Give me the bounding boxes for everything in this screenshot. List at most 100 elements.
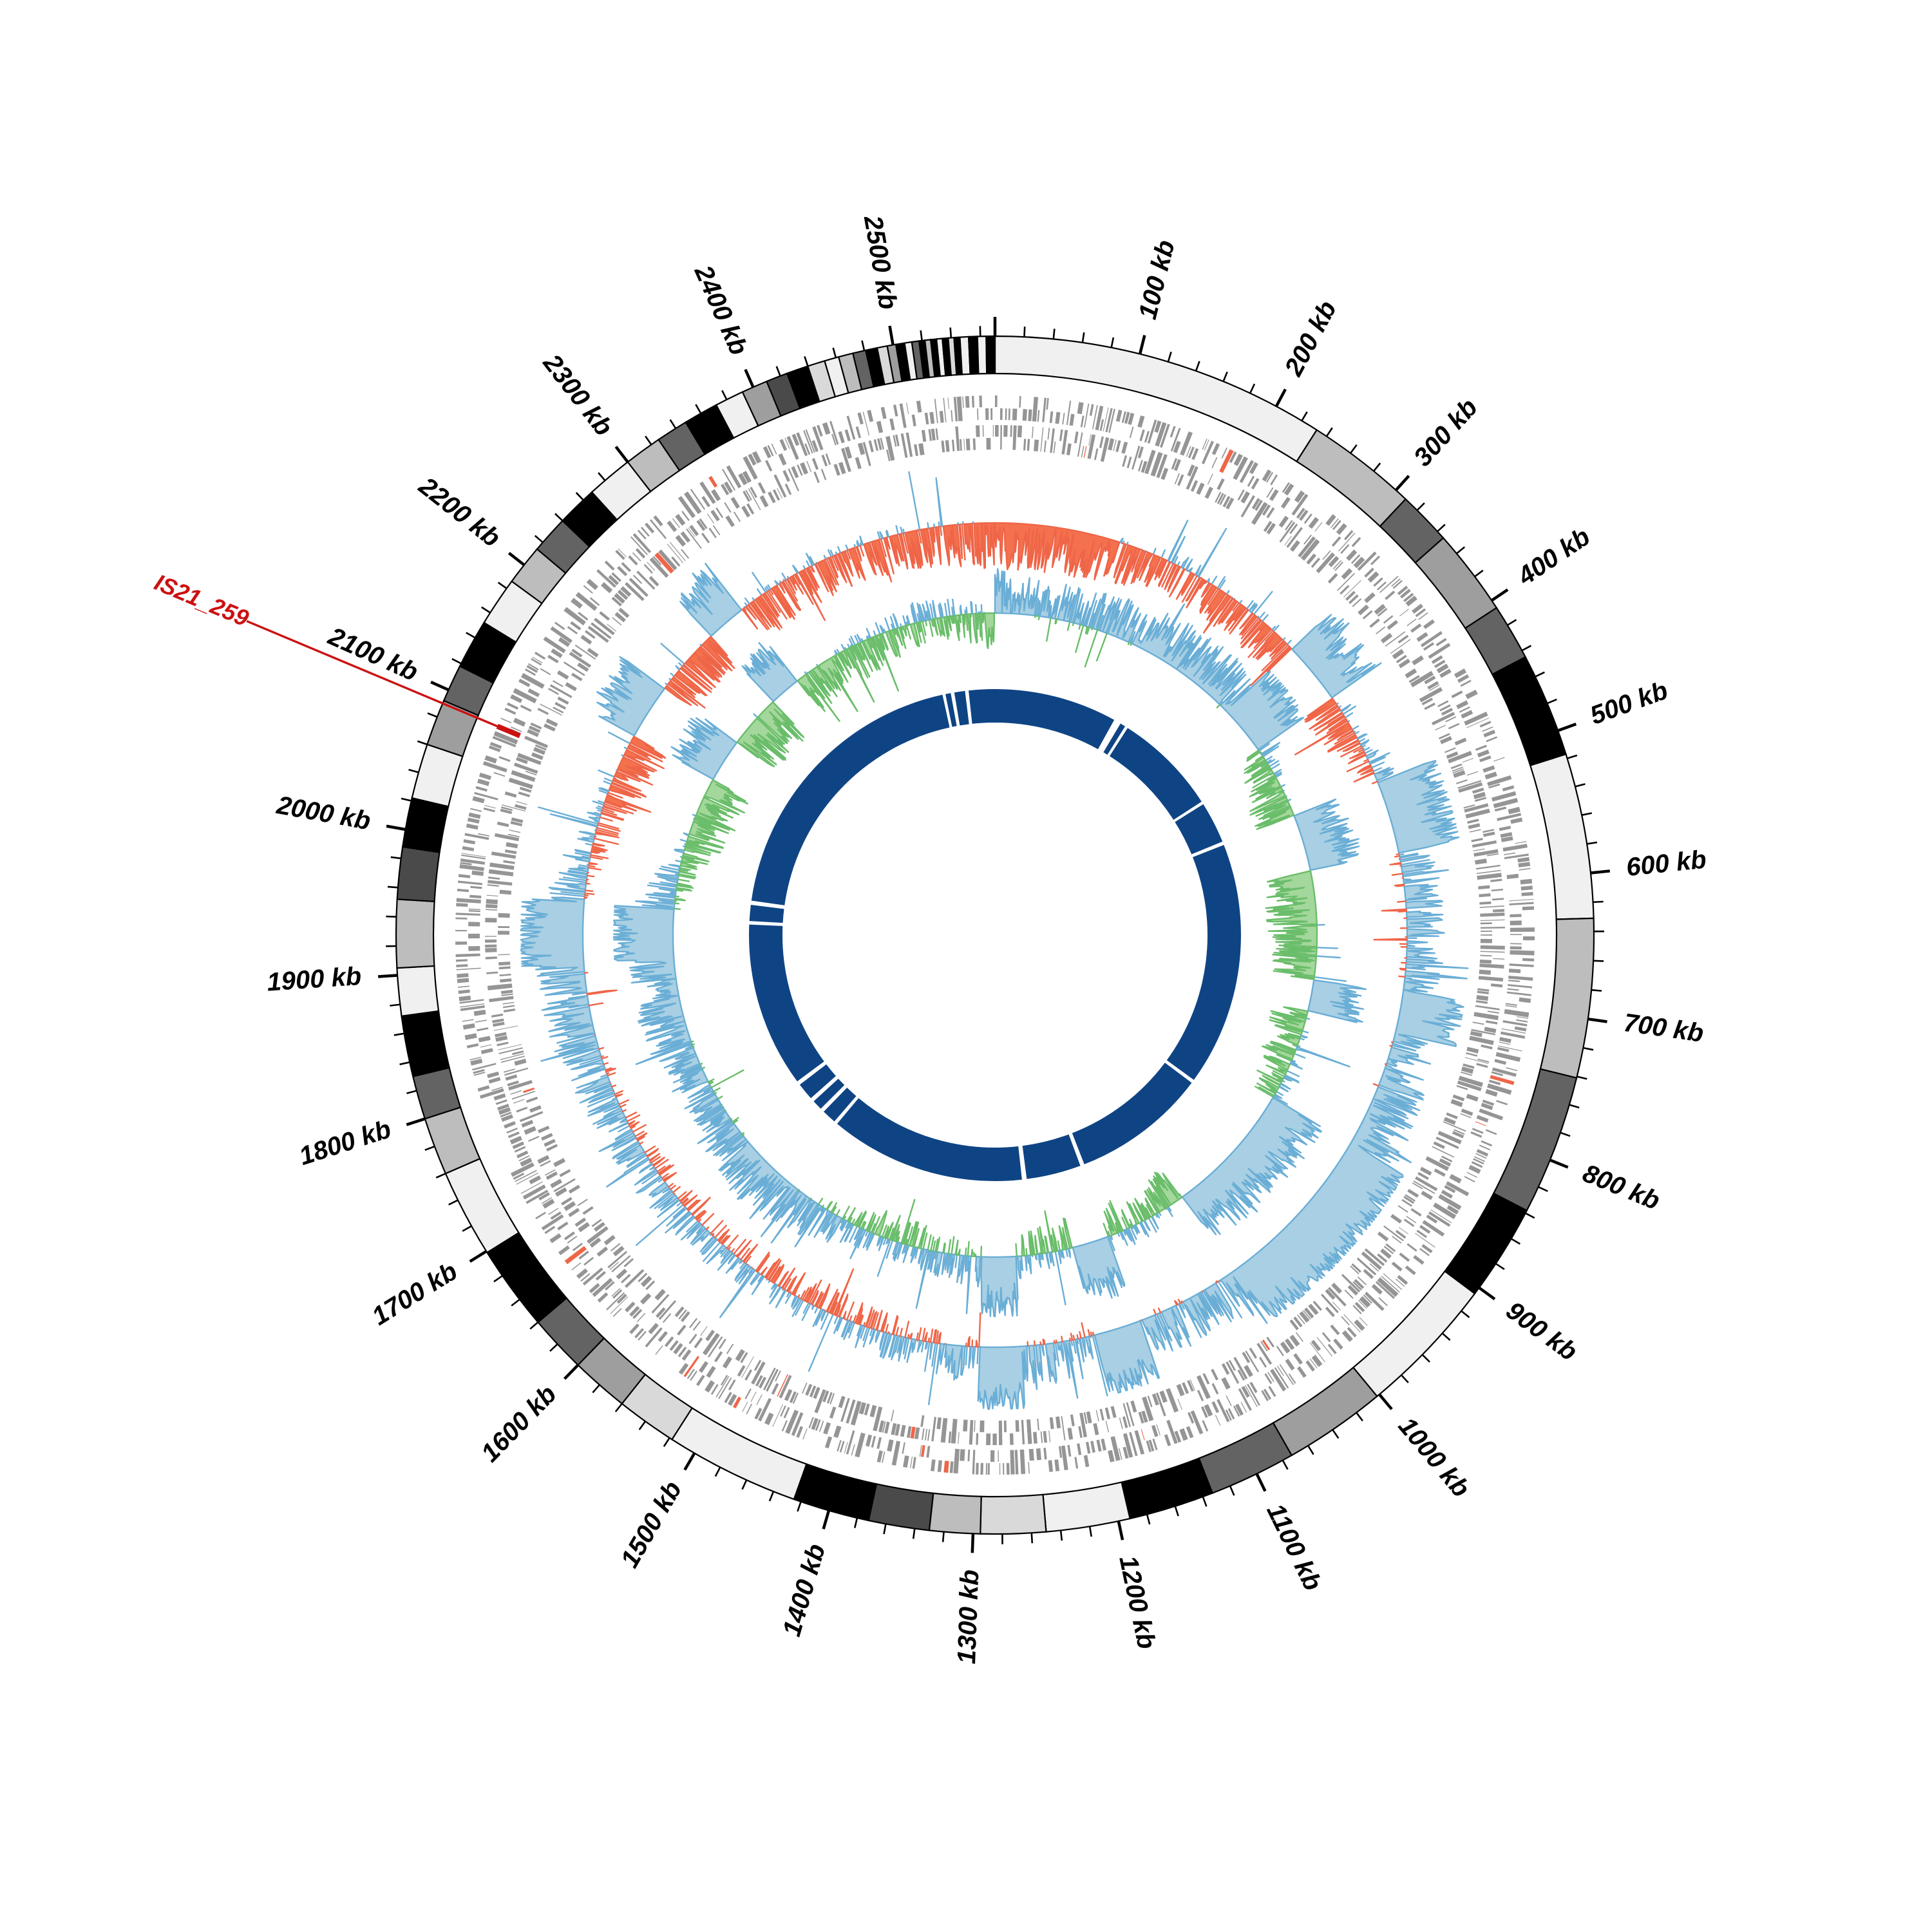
deviation-segment [786,1291,791,1298]
cds-feature [1515,841,1527,844]
cds-feature [606,1292,625,1311]
cds-feature [1010,425,1012,437]
deviation-segment [792,564,799,574]
cds-feature [493,1093,506,1101]
deviation-segment [1158,561,1171,587]
deviation-segment [880,1312,888,1333]
cds-feature [1473,1156,1486,1162]
cds-feature [574,645,596,660]
cds-feature [965,439,971,451]
cds-feature [1104,1407,1111,1419]
axis-minor-tick [1416,502,1425,511]
cds-feature [1217,478,1225,490]
cds-feature [878,1420,885,1433]
deviation-segment [941,1252,949,1275]
cds-feature [1032,426,1034,439]
cds-feature [629,578,649,597]
cds-feature [677,496,696,518]
cds-feature [554,1187,567,1197]
deviation-segment [690,1040,694,1043]
cds-feature [1242,1352,1251,1363]
cds-feature [623,1258,634,1267]
cds-feature [485,947,497,952]
deviation-segment [909,622,920,647]
cds-feature [462,1023,475,1030]
cds-feature [1343,580,1362,598]
cds-feature [724,481,733,493]
deviation-segment [1114,1222,1121,1233]
cds-feature [518,791,531,797]
cds-feature [953,397,958,422]
cds-feature [1316,1337,1333,1357]
cds-feature [1482,726,1493,732]
deviation-segment [648,896,676,901]
cds-feature [1295,1332,1303,1342]
contig-segment [395,898,435,969]
contig-ring [395,335,1595,1535]
cds-feature [690,489,706,510]
cds-feature [924,1428,928,1441]
deviation-segment [1048,1251,1055,1267]
cds-feature [1357,551,1377,571]
deviation-segment [674,670,708,696]
deviation-segment [1273,769,1282,775]
cds-feature [557,1221,569,1231]
deviation-segment [612,905,692,1056]
cds-feature [1354,1319,1365,1331]
cds-feature [1413,1180,1435,1195]
cds-feature [1457,780,1482,790]
deviation-segment [1207,587,1220,605]
deviation-segment [1199,584,1218,614]
cds-feature [1505,1005,1517,1008]
deviation-segment [592,842,605,847]
cds-feature [503,1068,515,1073]
deviation-segment [1357,764,1372,774]
cds-feature [1353,556,1365,569]
deviation-segment [840,1218,844,1224]
cds-feature [1099,1408,1104,1421]
deviation-segment [1309,707,1341,730]
cds-feature [1483,730,1496,738]
cds-feature [1186,466,1198,490]
cds-feature [513,1173,525,1180]
deviation-segment [806,560,811,568]
deviation-segment [922,603,930,621]
deviation-segment [896,1242,904,1260]
deviation-segment [828,556,838,579]
axis-minor-tick [1567,754,1578,759]
cds-feature [1066,401,1072,426]
cds-feature [1219,494,1227,506]
cds-feature [990,1450,995,1462]
deviation-segment [884,1226,889,1239]
deviation-segment [1260,762,1269,768]
deviation-segment [802,565,806,571]
deviation-segment [812,1308,824,1327]
cds-feature [812,426,824,451]
cds-feature [1420,630,1443,647]
deviation-segment [1261,614,1269,623]
cds-feature [1043,1448,1047,1460]
cds-feature [811,440,819,452]
deviation-segment [1113,543,1127,578]
cds-feature [463,839,476,845]
cds-feature [455,913,480,916]
deviation-segment [869,1327,873,1336]
cds-feature [1490,878,1502,882]
deviation-segment [1360,768,1374,775]
cds-feature [567,626,578,635]
deviation-segment [588,1090,616,1104]
deviation-segment [866,1231,873,1248]
cds-feature [1154,421,1162,433]
deviation-segment [1302,1030,1309,1034]
cds-feature [1461,710,1473,719]
cds-feature [1101,1438,1106,1451]
cds-feature [779,439,788,451]
deviation-segment [727,1246,732,1251]
deviation-segment [598,769,616,778]
deviation-segment [1055,1339,1057,1344]
cds-feature [549,1233,562,1244]
cds-feature [612,1289,623,1299]
axis-tick-label: 2500 kb [858,213,903,312]
deviation-segment [1351,725,1359,731]
cds-feature [1492,1067,1517,1077]
